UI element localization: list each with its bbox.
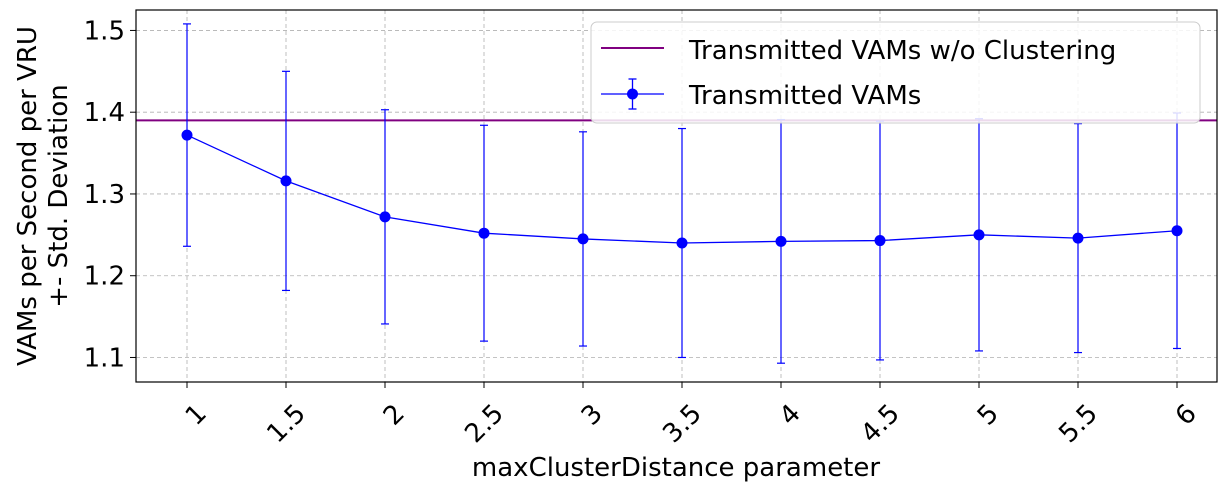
y-tick-label: 1.1 <box>84 343 125 373</box>
series-layer <box>181 129 1183 249</box>
legend-label-series: Transmitted VAMs <box>688 81 921 111</box>
data-point <box>181 129 193 141</box>
data-point <box>379 211 391 223</box>
y-axis-label: VAMs per Second per VRU <box>13 26 43 366</box>
x-tick-label: 3.5 <box>657 399 707 449</box>
data-point <box>973 229 985 241</box>
x-tick-label: 3 <box>576 399 609 432</box>
legend-swatch-marker <box>627 88 638 100</box>
y-axis-label-line-2: +- Std. Deviation <box>44 84 74 308</box>
data-point <box>1171 225 1183 237</box>
data-point <box>874 235 886 247</box>
plot-area-frame <box>135 9 1218 383</box>
data-point <box>280 175 292 187</box>
y-tick-label: 1.2 <box>84 262 125 292</box>
y-tick-label: 1.4 <box>84 98 125 128</box>
legend-box <box>590 21 1201 124</box>
y-ticks: 1.1 1.2 1.3 1.4 1.5 <box>84 16 136 373</box>
x-tick-label: 1.5 <box>261 399 311 449</box>
x-tick-label: 2.5 <box>459 399 509 449</box>
legend-label-reference: Transmitted VAMs w/o Clustering <box>688 36 1116 66</box>
data-point <box>577 233 589 245</box>
legend: Transmitted VAMs w/o Clustering Transmit… <box>590 21 1201 124</box>
x-tick-label: 5.5 <box>1053 399 1103 449</box>
data-point <box>676 237 688 249</box>
x-tick-label: 2 <box>378 399 411 432</box>
x-tick-label: 1 <box>180 399 213 432</box>
x-tick-label: 4.5 <box>855 399 905 449</box>
data-point <box>1072 232 1084 244</box>
y-tick-label: 1.5 <box>84 16 125 46</box>
x-tick-label: 6 <box>1170 399 1203 432</box>
x-axis-label: maxClusterDistance parameter <box>472 453 880 483</box>
x-ticks: 1 1.5 2 2.5 3 3.5 4 4.5 5 5.5 6 <box>180 382 1203 449</box>
x-tick-label: 4 <box>774 399 807 432</box>
data-point <box>775 235 787 247</box>
y-tick-label: 1.3 <box>84 180 125 210</box>
data-point <box>478 227 490 239</box>
x-tick-label: 5 <box>972 399 1005 432</box>
